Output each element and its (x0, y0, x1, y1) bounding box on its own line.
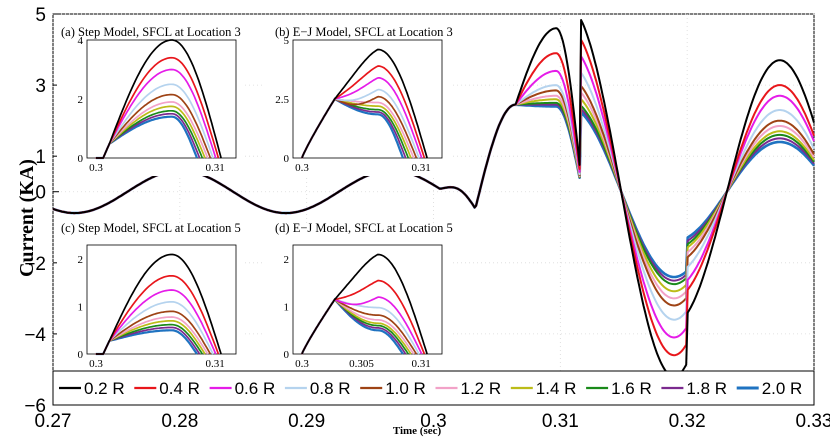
x-tick-label: 0.27 (35, 411, 72, 432)
inset-x-tick-label: 0.3 (89, 162, 103, 174)
legend-label: 0.4 R (159, 379, 200, 398)
legend-label: 1.8 R (686, 379, 727, 398)
x-tick-label: 0.31 (542, 411, 579, 432)
inset-title: (b) E−J Model, SFCL at Location 3 (275, 25, 453, 39)
inset-panel-a: (a) Step Model, SFCL at Location 3 0.3 0.3… (57, 18, 244, 176)
legend-item: 0.4 R (134, 379, 200, 398)
inset-panel-d: (d) E−J Model, SFCL at Location 5 0.3 0.30… (263, 221, 453, 372)
inset-series-line (301, 48, 428, 159)
x-tick-label: 0.32 (669, 411, 706, 432)
x-tick-label: 0.3 (420, 411, 446, 432)
inset-series-line (301, 253, 428, 355)
legend-item: 0.8 R (284, 379, 351, 398)
inset-title: (c) Step Model, SFCL at Location 5 (61, 221, 241, 235)
legend-item: 1.4 R (510, 379, 577, 398)
legend-item: 1.8 R (661, 379, 727, 398)
x-tick-label: 0.33 (796, 411, 830, 432)
legend-item: 2.0 R (736, 379, 803, 398)
inset-frame (292, 39, 443, 159)
inset-panels: (a) Step Model, SFCL at Location 3 0.3 0.3… (57, 18, 453, 372)
inset-y-tick-label: 2 (284, 254, 290, 266)
legend-label: 1.4 R (536, 379, 577, 398)
inset-y-tick-label: 0 (284, 153, 290, 165)
inset-y-tick-label: 1 (284, 302, 290, 314)
inset-title: (a) Step Model, SFCL at Location 3 (61, 25, 241, 39)
inset-y-tick-label: 0 (78, 349, 84, 361)
y-tick-label: 0 (35, 183, 46, 204)
inset-x-tick-label: 0.31 (412, 358, 431, 370)
inset-title: (d) E−J Model, SFCL at Location 5 (275, 221, 453, 235)
inset-y-tick-label: 2 (78, 94, 84, 106)
legend-label: 1.0 R (385, 379, 426, 398)
inset-x-tick-label: 0.3 (295, 162, 309, 174)
legend-box (52, 370, 815, 406)
inset-y-tick-label: 2 (78, 254, 84, 266)
y-tick-label: 1 (35, 147, 46, 168)
inset-panel-b: (b) E−J Model, SFCL at Location 3 0.3 0.31… (263, 18, 453, 176)
legend-label: 0.8 R (310, 379, 351, 398)
inset-x-tick-label: 0.31 (206, 162, 225, 174)
legend-item: 1.6 R (586, 379, 652, 398)
inset-y-tick-label: 1 (78, 302, 84, 314)
legend-label: 1.2 R (461, 379, 502, 398)
y-axis-label: Current (KA) (16, 159, 38, 277)
y-tick-label: −2 (24, 254, 46, 275)
inset-x-tick-label: 0.305 (349, 358, 374, 370)
inset-x-tick-label: 0.3 (295, 358, 309, 370)
x-tick-label: 0.28 (161, 411, 198, 432)
inset-x-tick-label: 0.31 (412, 162, 431, 174)
legend-item: 1.0 R (360, 379, 426, 398)
inset-frame (86, 244, 237, 355)
inset-y-tick-label: 0 (78, 153, 84, 165)
legend-item: 0.6 R (209, 379, 276, 398)
inset-series-line (95, 39, 222, 159)
y-tick-label: −4 (24, 325, 46, 346)
y-tick-label: −6 (24, 396, 46, 417)
inset-panel-c: (c) Step Model, SFCL at Location 5 0.3 0.3… (57, 221, 244, 372)
y-tick-label: 5 (35, 5, 46, 26)
inset-y-tick-label: 0 (284, 349, 290, 361)
x-axis-label: Time (sec) (393, 425, 442, 437)
legend-label: 0.2 R (84, 379, 125, 398)
inset-x-tick-label: 0.3 (89, 358, 103, 370)
inset-y-tick-label: 5 (284, 35, 290, 47)
legend-item: 0.2 R (59, 379, 125, 398)
inset-frame (86, 39, 237, 159)
y-tick-label: 3 (35, 76, 46, 97)
legend-item: 1.2 R (435, 379, 502, 398)
inset-series-line (95, 253, 222, 355)
inset-y-tick-label: 2.5 (275, 94, 289, 106)
inset-y-tick-label: 4 (78, 35, 84, 47)
legend: 0.2 R 0.4 R 0.6 R 0.8 R 1.0 R 1.2 R 1.4 R 1.6 R… (52, 370, 815, 406)
inset-frame (292, 244, 443, 355)
x-tick-label: 0.29 (288, 411, 325, 432)
legend-label: 1.6 R (611, 379, 652, 398)
legend-label: 0.6 R (235, 379, 276, 398)
inset-x-tick-label: 0.31 (206, 358, 225, 370)
legend-label: 2.0 R (762, 379, 803, 398)
